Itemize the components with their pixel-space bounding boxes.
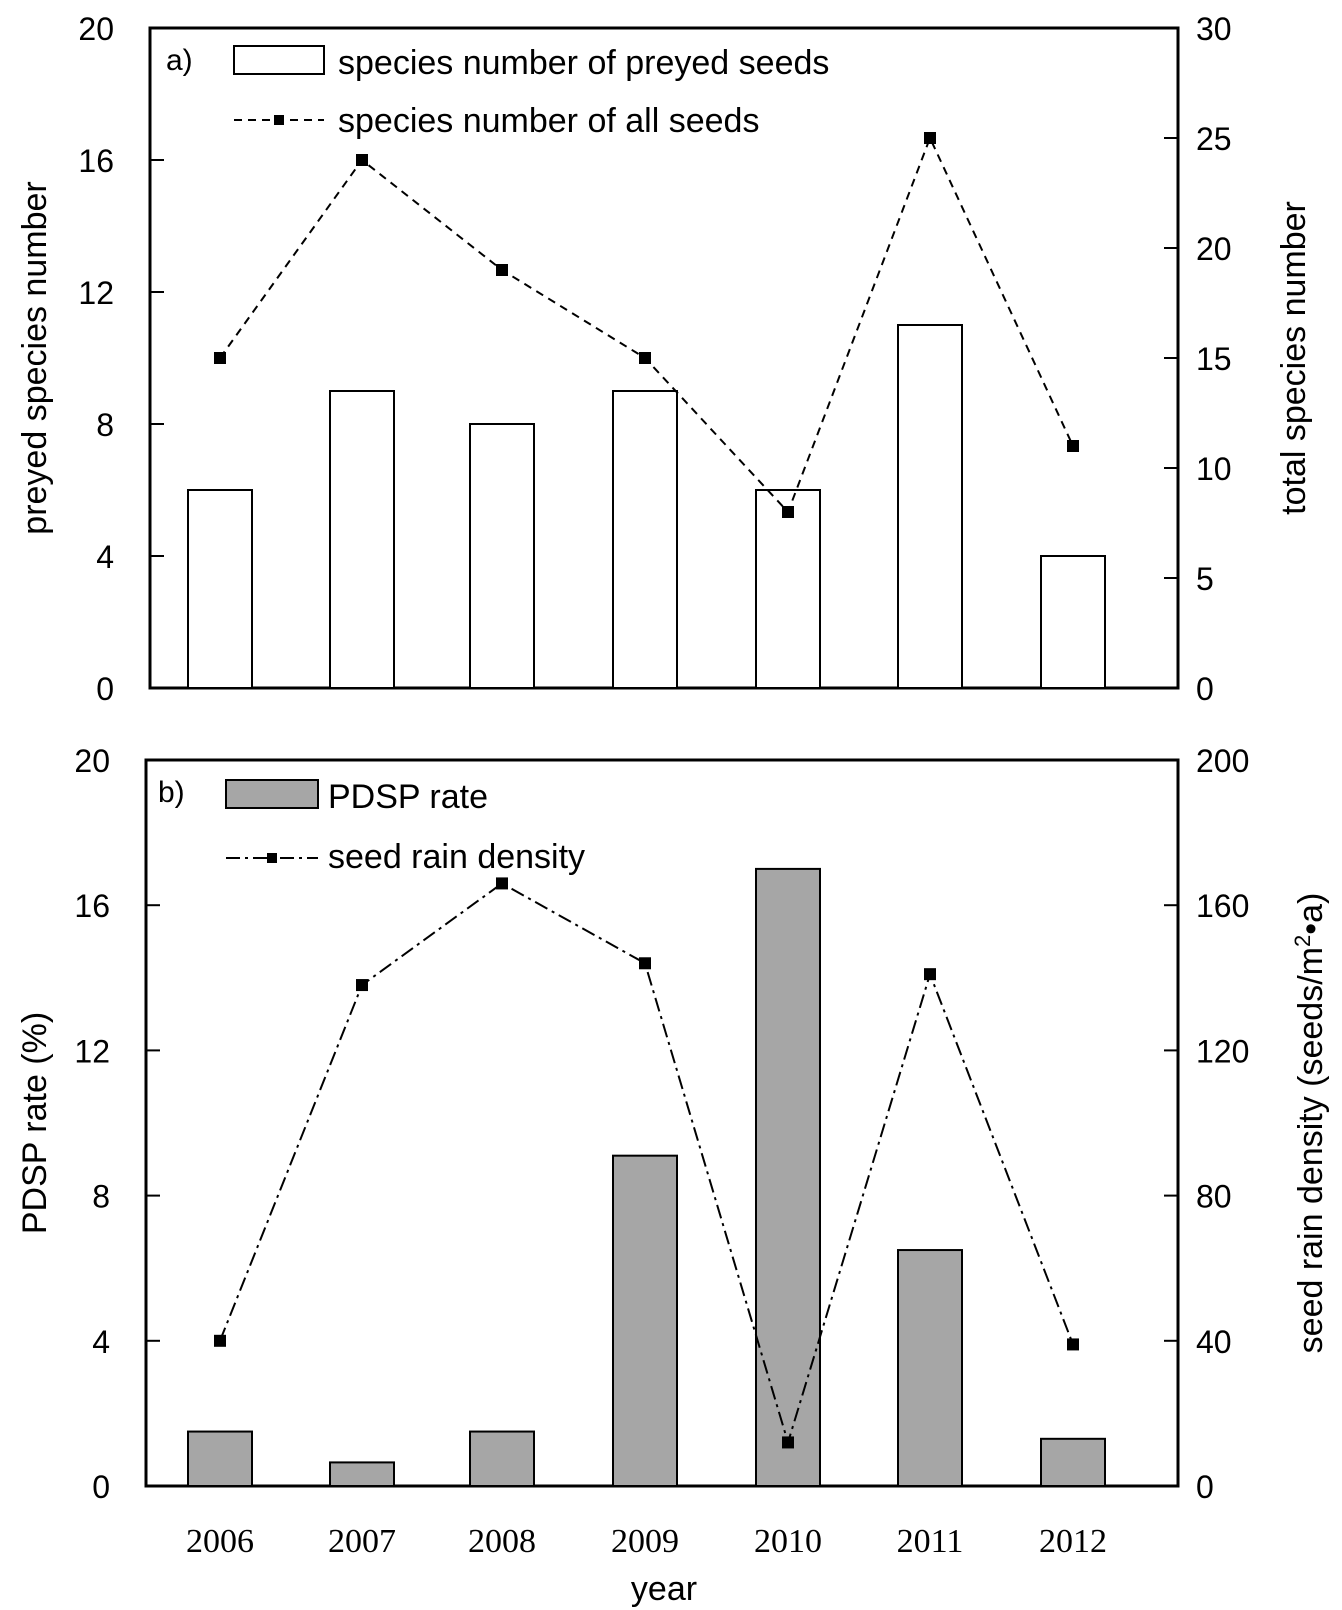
line-group-b [214,877,1079,1449]
bar-group-a [187,324,1106,689]
legend-label-bar-a: species number of preyed seeds [338,44,829,82]
legend-bar-swatch-a [233,45,325,75]
bar-2007 [329,390,395,689]
point-2010 [782,506,794,518]
legend-b: PDSP rate seed rain density [225,778,585,876]
bar-2010 [755,489,821,689]
point-2012 [1067,440,1079,452]
left-tick-label: 20 [78,11,114,47]
right-tick-label: 20 [1196,231,1232,267]
x-tick-label: 2012 [1039,1523,1107,1560]
legend-a: species number of preyed seeds species n… [233,44,829,140]
y-axis-title-b: PDSP rate (%) [16,1012,54,1234]
y-axis-title-a: preyed species number [16,181,54,534]
point-2006 [214,352,226,364]
bar-2011 [897,324,963,689]
left-axis-ticks-a: 0 4 8 12 16 20 [78,11,164,707]
left-tick-label: 20 [74,743,110,779]
right-tick-label: 0 [1196,1469,1214,1505]
point-2011 [924,968,936,981]
left-tick-label: 4 [92,1324,110,1360]
bar-2006 [187,489,253,689]
bar-2006 [187,1430,253,1488]
line-group-a [214,132,1079,518]
left-tick-label: 8 [96,407,114,443]
left-tick-label: 16 [74,888,110,924]
left-tick-label: 12 [74,1033,110,1069]
legend-label-line-a: species number of all seeds [338,102,759,140]
bar-2009 [612,390,678,689]
point-2010 [782,1436,794,1449]
point-2006 [214,1334,226,1347]
right-tick-label: 15 [1196,341,1232,377]
right-tick-label: 160 [1196,888,1249,924]
left-tick-label: 4 [96,539,114,575]
point-2008 [496,877,508,890]
point-2007 [356,979,368,992]
point-2009 [639,957,651,970]
bar-2008 [469,423,535,689]
x-axis-ticks: 2006 2007 2008 2009 2010 2011 2012 [186,1523,1107,1560]
left-tick-label: 8 [92,1179,110,1215]
point-2008 [496,264,508,276]
y2-axis-title-b-main: seed rain density (seeds/m [1292,947,1330,1353]
right-tick-label: 200 [1196,743,1249,779]
right-tick-label: 0 [1196,671,1214,707]
point-2009 [639,352,651,364]
legend-line-marker-a [274,115,284,125]
bar-2011 [897,1249,963,1488]
bar-2008 [469,1430,535,1488]
bar-2010 [755,867,821,1487]
bar-2012 [1040,1437,1106,1488]
x-tick-label: 2007 [328,1523,396,1560]
bar-2009 [612,1154,678,1488]
right-tick-label: 25 [1196,121,1232,157]
panel-a: 0 4 8 12 16 20 0 5 10 15 20 25 30 a) preyed species… [16,11,1313,707]
point-2007 [356,154,368,166]
right-tick-label: 80 [1196,1179,1232,1215]
x-tick-label: 2006 [186,1523,254,1560]
legend-bar-swatch-b [225,779,319,809]
legend-label-bar-b: PDSP rate [328,778,488,816]
point-2011 [924,132,936,144]
y2-axis-title-b-sup: 2 [1290,935,1315,947]
right-tick-label: 5 [1196,561,1214,597]
left-tick-label: 12 [78,275,114,311]
right-tick-label: 40 [1196,1324,1232,1360]
left-axis-ticks-b: 0 4 8 12 16 20 [74,743,160,1505]
bar-2012 [1040,555,1106,689]
panel-label-a: a) [166,44,193,77]
right-tick-label: 120 [1196,1033,1249,1069]
x-tick-label: 2011 [897,1523,964,1560]
right-tick-label: 10 [1196,451,1232,487]
bar-group-b [187,867,1106,1488]
legend-label-line-b: seed rain density [328,838,585,876]
legend-line-marker-b [267,853,277,863]
right-axis-ticks-b: 0 40 80 120 160 200 [1164,743,1249,1505]
bar-2007 [329,1461,395,1488]
x-tick-label: 2009 [611,1523,679,1560]
panel-label-b: b) [158,776,185,809]
left-tick-label: 16 [78,143,114,179]
right-tick-label: 30 [1196,11,1232,47]
y2-axis-title-b-end: •a) [1292,893,1330,935]
y2-axis-title-a: total species number [1275,201,1313,515]
x-axis-title: year [631,1570,697,1608]
right-axis-ticks-a: 0 5 10 15 20 25 30 [1164,11,1232,707]
x-tick-label: 2008 [468,1523,536,1560]
left-tick-label: 0 [96,671,114,707]
y2-axis-title-b: seed rain density (seeds/m2•a) [1290,893,1330,1354]
x-tick-label: 2010 [754,1523,822,1560]
point-2012 [1067,1338,1079,1351]
left-tick-label: 0 [92,1469,110,1505]
